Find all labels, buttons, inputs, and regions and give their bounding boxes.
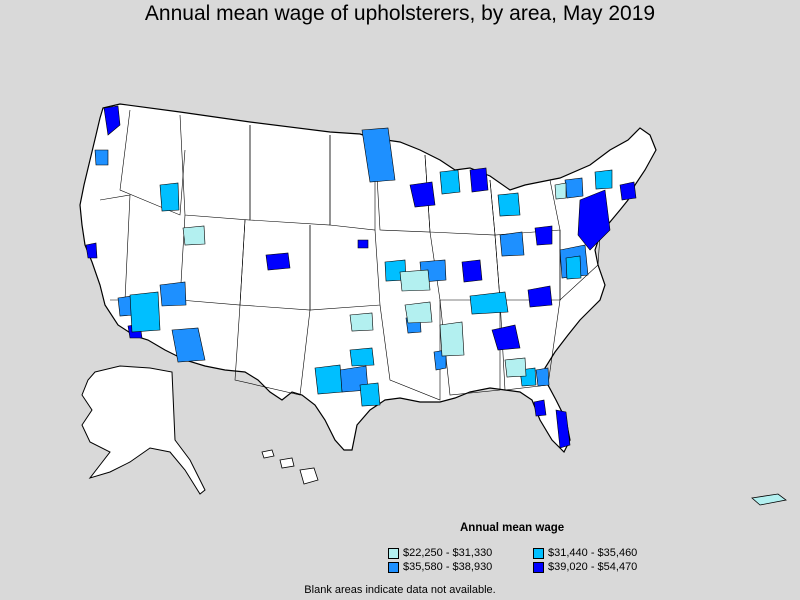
hawaii [261, 449, 319, 485]
legend-swatch-1 [388, 547, 399, 559]
metro-carolina-coast [504, 357, 527, 378]
metro-arizona-north [159, 281, 187, 307]
metro-areas [85, 105, 637, 449]
metro-ohio-mid [499, 231, 525, 257]
metro-nj [565, 255, 582, 280]
metro-kentucky [469, 291, 509, 315]
legend-label-2: $31,440 - $35,460 [548, 547, 638, 559]
metro-dallas [314, 364, 343, 395]
legend-label-3: $35,580 - $38,930 [403, 561, 493, 573]
metro-nashville [491, 324, 521, 351]
legend-item-2: $31,440 - $35,460 [533, 547, 637, 559]
metro-sf [85, 242, 98, 259]
metro-ohio [534, 225, 553, 246]
legend-swatch-4 [533, 561, 544, 573]
legend-swatch-3 [388, 561, 399, 573]
alaska [81, 365, 206, 495]
legend-item-4: $39,020 - $54,470 [533, 561, 637, 573]
metro-nc [527, 285, 553, 308]
map-title: Annual mean wage of upholsterers, by are… [144, 2, 656, 25]
metro-louisiana [439, 321, 465, 357]
metro-tennessee-west [404, 301, 433, 324]
metro-idaho [159, 182, 180, 212]
metro-new-mexico [349, 312, 374, 332]
metro-penn [564, 177, 584, 199]
metro-ny-west [554, 182, 567, 200]
metro-georgia [535, 367, 550, 387]
legend-item-3: $35,580 - $38,930 [388, 561, 492, 573]
metro-tampa [533, 399, 547, 417]
metro-houston [359, 382, 381, 407]
metro-seattle [103, 105, 121, 136]
legend-item-1: $22,250 - $31,330 [388, 547, 492, 559]
metro-indiana [461, 259, 483, 283]
metro-ny-upstate [594, 169, 613, 190]
legend-swatch-2 [533, 547, 544, 559]
metro-florida-se [555, 409, 571, 449]
metro-oregon [94, 149, 109, 166]
metro-north-dakota [361, 127, 396, 183]
metro-oklahoma [349, 347, 375, 367]
legend-label-1: $22,250 - $31,330 [403, 547, 493, 559]
legend-label-4: $39,020 - $54,470 [548, 561, 638, 573]
metro-boston [619, 181, 637, 201]
metro-arkansas [399, 269, 431, 292]
metro-wisconsin [439, 169, 461, 195]
metro-northeast-corridor [577, 189, 611, 251]
footnote: Blank areas indicate data not available. [304, 584, 496, 596]
metro-michigan-north [469, 167, 489, 193]
metro-kansas-city [357, 239, 369, 249]
metro-minneapolis [409, 181, 436, 208]
metro-utah [182, 225, 206, 246]
metro-tucson [171, 327, 206, 363]
metro-la-area [129, 291, 161, 333]
metro-denver [265, 252, 291, 271]
legend-title: Annual mean wage [460, 522, 565, 534]
puerto-rico [751, 493, 787, 506]
metro-michigan-south [497, 192, 521, 217]
